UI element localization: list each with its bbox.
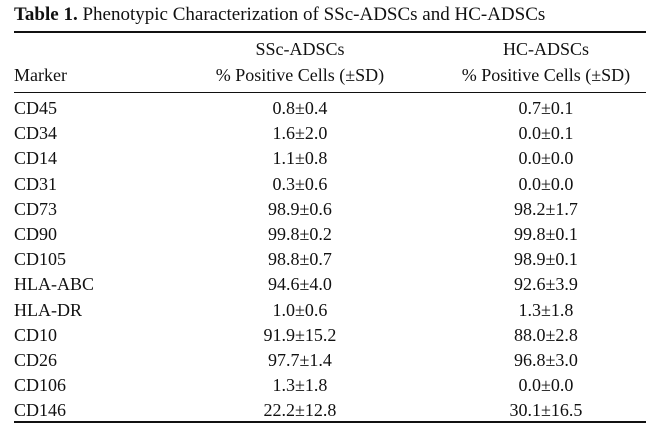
hc-value-cell: 96.8±3.0: [514, 349, 578, 370]
header-ssc-unit: % Positive Cells (±SD): [215, 65, 385, 85]
hc-value-cell: 0.0±0.1: [518, 123, 574, 144]
ssc-value-cell: 97.7±1.4: [268, 349, 332, 370]
header-hc-group: HC-ADSCs: [502, 39, 590, 59]
hc-value-cell: 0.0±0.0: [518, 148, 574, 169]
marker-cell: CD106: [14, 375, 67, 396]
hc-value-cell: 0.7±0.1: [518, 98, 574, 118]
hc-value-cell: 30.1±16.5: [509, 400, 583, 421]
ssc-value-cell: 99.8±0.2: [268, 223, 332, 244]
ssc-value-cell: 1.3±1.8: [272, 375, 328, 396]
marker-cell: CD26: [14, 349, 58, 370]
ssc-value-cell: 98.8±0.7: [268, 249, 332, 270]
hc-value-cell: 0.0±0.0: [518, 375, 574, 396]
table-body: CD45 0.8±0.4 0.7±0.1 CD34 1.6±2.0 0.0±0.…: [14, 96, 646, 423]
table-caption: Table 1. Phenotypic Characterization of …: [14, 3, 545, 27]
ssc-value-cell: 0.8±0.4: [272, 98, 328, 118]
ssc-value-cell: 98.9±0.6: [268, 198, 332, 219]
bottom-rule: [14, 421, 646, 423]
header-hc-unit: % Positive Cells (±SD): [461, 65, 631, 85]
marker-cell: CD14: [14, 148, 58, 169]
marker-cell: CD10: [14, 324, 58, 345]
ssc-value-cell: 1.6±2.0: [272, 123, 328, 144]
marker-cell: HLA-ABC: [14, 274, 94, 295]
hc-value-cell: 92.6±3.9: [514, 274, 578, 295]
table-row: CD73 98.9±0.6 98.2±1.7: [14, 197, 646, 222]
top-rule: [14, 31, 646, 33]
ssc-value-cell: 1.0±0.6: [272, 299, 328, 320]
hc-value-cell: 98.9±0.1: [514, 249, 578, 270]
ssc-value-cell: 94.6±4.0: [268, 274, 332, 295]
ssc-value-cell: 1.1±0.8: [272, 148, 328, 169]
hc-value-cell: 0.0±0.0: [518, 173, 574, 194]
table-row: CD31 0.3±0.6 0.0±0.0: [14, 172, 646, 197]
hc-value-cell: 1.3±1.8: [518, 299, 574, 320]
table-row: CD34 1.6±2.0 0.0±0.1: [14, 121, 646, 146]
table-row: CD146 22.2±12.8 30.1±16.5: [14, 398, 646, 423]
table-title: Phenotypic Characterization of SSc-ADSCs…: [82, 4, 546, 25]
table-row: HLA-DR 1.0±0.6 1.3±1.8: [14, 298, 646, 323]
marker-cell: CD45: [14, 98, 58, 118]
header-ssc-group: SSc-ADSCs: [255, 39, 345, 59]
header-rule: [14, 92, 646, 93]
header-row-2: Marker % Positive Cells (±SD) % Positive…: [14, 62, 646, 88]
table-row: CD106 1.3±1.8 0.0±0.0: [14, 373, 646, 398]
marker-cell: HLA-DR: [14, 299, 82, 320]
marker-cell: CD73: [14, 198, 58, 219]
marker-cell: CD90: [14, 223, 58, 244]
hc-value-cell: 98.2±1.7: [514, 198, 578, 219]
marker-cell: CD146: [14, 400, 67, 421]
table-number: Table 1.: [14, 4, 78, 25]
table-row: CD26 97.7±1.4 96.8±3.0: [14, 348, 646, 373]
ssc-value-cell: 0.3±0.6: [272, 173, 328, 194]
ssc-value-cell: 91.9±15.2: [263, 324, 337, 345]
table-row: CD90 99.8±0.2 99.8±0.1: [14, 222, 646, 247]
hc-value-cell: 88.0±2.8: [514, 324, 578, 345]
marker-cell: CD31: [14, 173, 58, 194]
table-row: CD10 91.9±15.2 88.0±2.8: [14, 323, 646, 348]
marker-cell: CD105: [14, 249, 67, 270]
table-row: HLA-ABC 94.6±4.0 92.6±3.9: [14, 272, 646, 297]
table-row: CD45 0.8±0.4 0.7±0.1: [14, 96, 646, 121]
header-marker: Marker: [14, 65, 67, 85]
header-row-1: SSc-ADSCs HC-ADSCs: [14, 36, 646, 62]
table-row: CD14 1.1±0.8 0.0±0.0: [14, 146, 646, 171]
hc-value-cell: 99.8±0.1: [514, 223, 578, 244]
table-row: CD105 98.8±0.7 98.9±0.1: [14, 247, 646, 272]
ssc-value-cell: 22.2±12.8: [263, 400, 337, 421]
marker-cell: CD34: [14, 123, 58, 144]
